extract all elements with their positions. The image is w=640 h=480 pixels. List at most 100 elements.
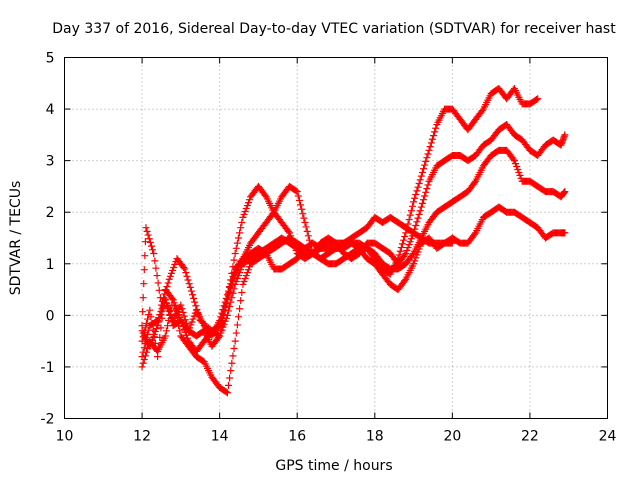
y-tick-label: -2 bbox=[41, 412, 55, 428]
data-point bbox=[421, 161, 429, 169]
data-point bbox=[411, 257, 419, 265]
data-point bbox=[156, 311, 164, 319]
data-point bbox=[238, 263, 246, 271]
data-point bbox=[181, 328, 189, 336]
data-point bbox=[147, 313, 155, 321]
data-point bbox=[422, 157, 430, 165]
data-point bbox=[425, 146, 433, 154]
data-point bbox=[237, 224, 245, 232]
data-point bbox=[303, 227, 311, 235]
y-tick-label: 2 bbox=[46, 205, 55, 221]
data-point bbox=[407, 207, 415, 215]
data-point bbox=[152, 317, 160, 325]
series-day5 bbox=[138, 213, 456, 361]
data-point bbox=[191, 298, 199, 306]
data-point bbox=[415, 179, 423, 187]
data-point bbox=[292, 187, 300, 195]
data-point bbox=[432, 124, 440, 132]
data-point bbox=[410, 260, 418, 268]
data-point bbox=[154, 353, 162, 361]
x-tick-label: 20 bbox=[443, 429, 461, 445]
data-point bbox=[226, 283, 234, 291]
data-point bbox=[219, 305, 227, 313]
data-point bbox=[301, 219, 309, 227]
data-point bbox=[185, 280, 193, 288]
data-point bbox=[216, 332, 224, 340]
data-point bbox=[150, 333, 158, 341]
data-point bbox=[149, 333, 157, 341]
data-point bbox=[417, 172, 425, 180]
data-point bbox=[417, 203, 425, 211]
data-point bbox=[233, 239, 241, 247]
data-point bbox=[155, 314, 163, 322]
data-point bbox=[246, 263, 254, 271]
data-point bbox=[145, 235, 153, 243]
data-point bbox=[416, 176, 424, 184]
data-point bbox=[300, 214, 308, 222]
data-point bbox=[175, 311, 183, 319]
data-point bbox=[402, 249, 410, 257]
data-point bbox=[418, 199, 426, 207]
data-point bbox=[139, 308, 147, 316]
y-tick-label: 0 bbox=[46, 308, 55, 324]
data-point bbox=[242, 272, 250, 280]
data-point bbox=[514, 165, 522, 173]
data-point bbox=[418, 168, 426, 176]
data-point bbox=[396, 247, 404, 255]
data-point bbox=[230, 285, 238, 293]
data-point bbox=[244, 266, 252, 274]
data-point bbox=[216, 317, 224, 325]
data-point bbox=[403, 247, 411, 255]
y-tick-label: 1 bbox=[46, 257, 55, 273]
y-tick-label: 3 bbox=[46, 154, 55, 170]
data-point bbox=[155, 286, 163, 294]
data-point bbox=[227, 367, 235, 375]
data-point bbox=[222, 314, 230, 322]
data-point bbox=[181, 265, 189, 273]
x-tick-label: 14 bbox=[211, 429, 229, 445]
data-point bbox=[168, 294, 176, 302]
data-point bbox=[515, 168, 523, 176]
data-point bbox=[407, 235, 415, 243]
data-point bbox=[220, 320, 228, 328]
data-point bbox=[177, 317, 185, 325]
data-point bbox=[413, 218, 421, 226]
data-point bbox=[243, 269, 251, 277]
data-point bbox=[534, 95, 542, 103]
data-point bbox=[189, 315, 197, 323]
data-point bbox=[234, 313, 242, 321]
data-point bbox=[153, 272, 161, 280]
data-point bbox=[414, 214, 422, 222]
data-point bbox=[177, 301, 185, 309]
series-day1 bbox=[138, 84, 542, 335]
data-point bbox=[241, 207, 249, 215]
data-point bbox=[423, 185, 431, 193]
data-point bbox=[422, 188, 430, 196]
data-point bbox=[424, 150, 432, 158]
data-point bbox=[145, 326, 153, 334]
data-point bbox=[228, 294, 236, 302]
data-point bbox=[164, 279, 172, 287]
data-point bbox=[167, 314, 175, 322]
data-point bbox=[162, 300, 170, 308]
data-point bbox=[184, 334, 192, 342]
data-point bbox=[231, 337, 239, 345]
data-point bbox=[222, 388, 230, 396]
data-point bbox=[238, 219, 246, 227]
data-point bbox=[182, 269, 190, 277]
data-point bbox=[423, 154, 431, 162]
data-point bbox=[166, 311, 174, 319]
data-point bbox=[229, 352, 237, 360]
data-point bbox=[430, 132, 438, 140]
data-point bbox=[239, 213, 247, 221]
data-point bbox=[232, 329, 240, 337]
data-point bbox=[478, 107, 486, 115]
data-point bbox=[144, 331, 152, 339]
data-point bbox=[226, 303, 234, 311]
x-tick-label: 24 bbox=[599, 429, 617, 445]
data-point bbox=[231, 280, 239, 288]
x-tick-label: 16 bbox=[288, 429, 306, 445]
data-point bbox=[228, 276, 236, 284]
data-point bbox=[561, 131, 569, 139]
data-point bbox=[225, 287, 233, 295]
